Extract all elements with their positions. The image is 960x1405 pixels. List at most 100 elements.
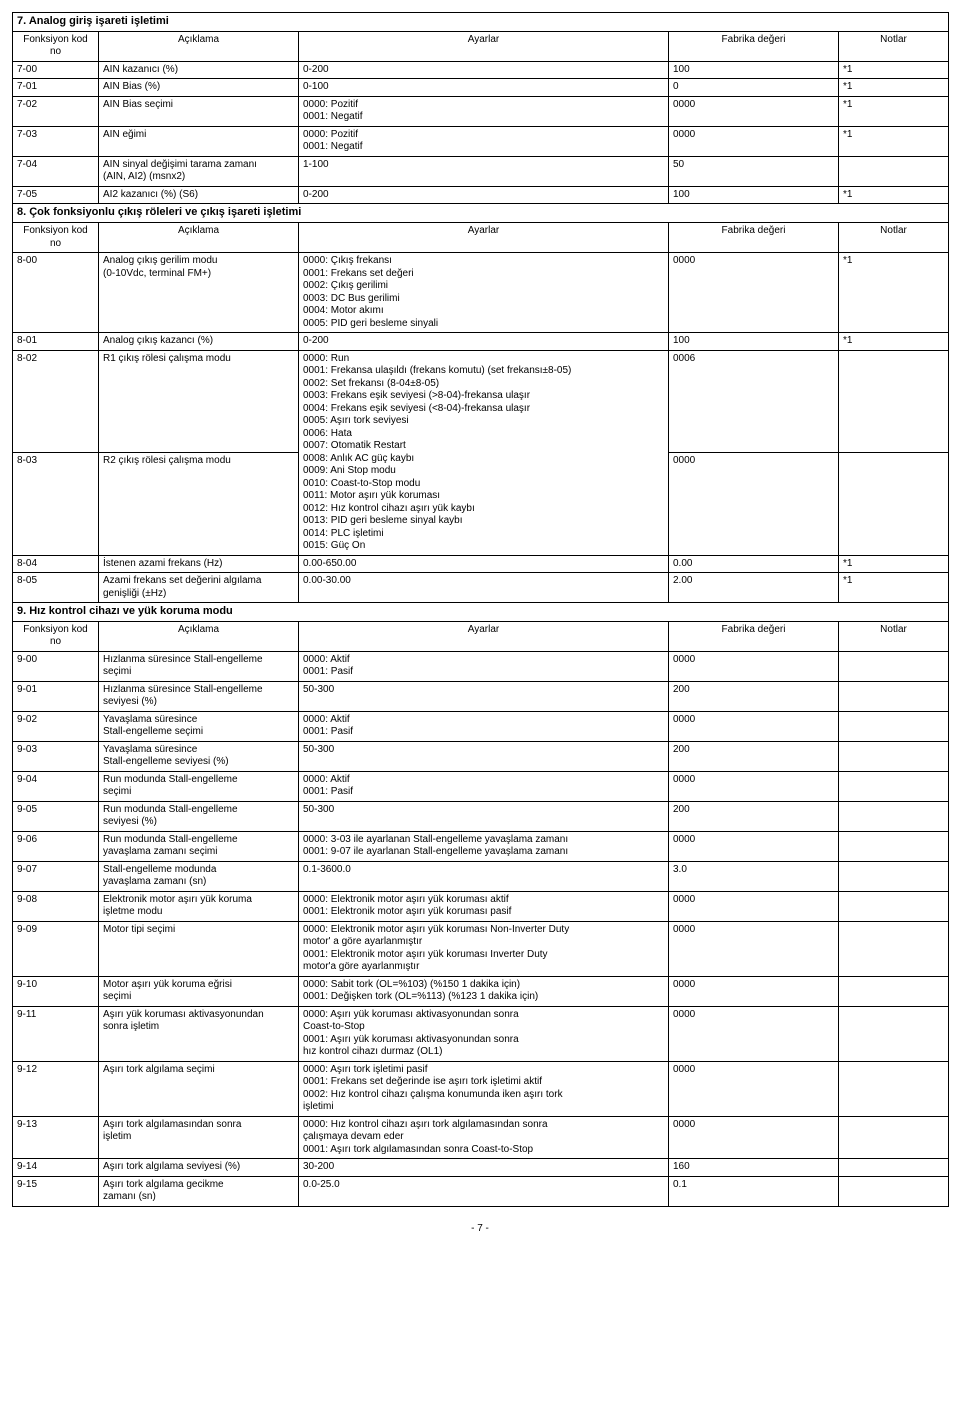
settings-cell: 0.0-25.0 <box>299 1176 669 1206</box>
default-cell: 0 <box>669 79 839 97</box>
desc-cell: R2 çıkış rölesi çalışma modu <box>99 453 299 556</box>
default-cell: 160 <box>669 1159 839 1177</box>
parameter-table: 7. Analog giriş işareti işletimi Fonksiyo… <box>12 12 949 1207</box>
default-cell: 100 <box>669 61 839 79</box>
desc-cell: Run modunda Stall-engelleme seçimi <box>99 771 299 801</box>
code-cell: 7-05 <box>13 186 99 204</box>
settings-cell: 1-100 <box>299 156 669 186</box>
default-cell: 0000 <box>669 96 839 126</box>
settings-cell: 0-200 <box>299 61 669 79</box>
settings-cell: 0000: Aktif 0001: Pasif <box>299 771 669 801</box>
column-header: Notlar <box>839 223 949 253</box>
column-header: Fabrika değeri <box>669 621 839 651</box>
desc-cell: AIN eğimi <box>99 126 299 156</box>
desc-cell: AIN Bias seçimi <box>99 96 299 126</box>
settings-cell: 0000: Aşırı yük koruması aktivasyonundan… <box>299 1006 669 1061</box>
code-cell: 9-02 <box>13 711 99 741</box>
settings-cell: 0.00-650.00 <box>299 555 669 573</box>
settings-cell: 30-200 <box>299 1159 669 1177</box>
desc-cell: Hızlanma süresince Stall-engelleme seviy… <box>99 681 299 711</box>
section-title: 7. Analog giriş işareti işletimi <box>13 13 949 32</box>
settings-cell: 50-300 <box>299 801 669 831</box>
notes-cell <box>839 861 949 891</box>
default-cell: 0.00 <box>669 555 839 573</box>
settings-cell: 0000: Çıkış frekansı 0001: Frekans set d… <box>299 253 669 333</box>
default-cell: 0000 <box>669 126 839 156</box>
settings-cell: 0-200 <box>299 186 669 204</box>
code-cell: 9-03 <box>13 741 99 771</box>
notes-cell: *1 <box>839 333 949 351</box>
settings-cell: 0000: Elektronik motor aşırı yük korumas… <box>299 891 669 921</box>
code-cell: 9-06 <box>13 831 99 861</box>
desc-cell: Motor tipi seçimi <box>99 921 299 976</box>
settings-cell: 0000: 3-03 ile ayarlanan Stall-engelleme… <box>299 831 669 861</box>
default-cell: 0000 <box>669 1061 839 1116</box>
desc-cell: Hızlanma süresince Stall-engelleme seçim… <box>99 651 299 681</box>
desc-cell: Azami frekans set değerini algılama geni… <box>99 573 299 603</box>
notes-cell: *1 <box>839 61 949 79</box>
settings-cell: 0000: Aşırı tork işletimi pasif 0001: Fr… <box>299 1061 669 1116</box>
desc-cell: Yavaşlama süresince Stall-engelleme seçi… <box>99 711 299 741</box>
column-header: Açıklama <box>99 223 299 253</box>
code-cell: 8-03 <box>13 453 99 556</box>
default-cell: 0000 <box>669 453 839 556</box>
settings-cell: 0-200 <box>299 333 669 351</box>
desc-cell: Analog çıkış gerilim modu (0-10Vdc, term… <box>99 253 299 333</box>
settings-cell: 0.00-30.00 <box>299 573 669 603</box>
desc-cell: Aşırı yük koruması aktivasyonundan sonra… <box>99 1006 299 1061</box>
notes-cell <box>839 1061 949 1116</box>
settings-cell: 0000: Hız kontrol cihazı aşırı tork algı… <box>299 1116 669 1159</box>
default-cell: 0000 <box>669 831 839 861</box>
code-cell: 9-10 <box>13 976 99 1006</box>
code-cell: 8-01 <box>13 333 99 351</box>
default-cell: 0000 <box>669 891 839 921</box>
notes-cell: *1 <box>839 555 949 573</box>
code-cell: 8-04 <box>13 555 99 573</box>
column-header: Fonksiyon kod no <box>13 223 99 253</box>
column-header: Açıklama <box>99 31 299 61</box>
code-cell: 8-00 <box>13 253 99 333</box>
notes-cell <box>839 1116 949 1159</box>
default-cell: 100 <box>669 186 839 204</box>
code-cell: 9-01 <box>13 681 99 711</box>
column-header: Fabrika değeri <box>669 31 839 61</box>
code-cell: 9-13 <box>13 1116 99 1159</box>
notes-cell <box>839 156 949 186</box>
default-cell: 0.1 <box>669 1176 839 1206</box>
default-cell: 200 <box>669 741 839 771</box>
settings-cell: 0000: Aktif 0001: Pasif <box>299 651 669 681</box>
code-cell: 9-08 <box>13 891 99 921</box>
default-cell: 0000 <box>669 711 839 741</box>
settings-cell: 0000: Run 0001: Frekansa ulaşıldı (freka… <box>299 350 669 555</box>
column-header: Ayarlar <box>299 223 669 253</box>
default-cell: 0000 <box>669 651 839 681</box>
notes-cell: *1 <box>839 79 949 97</box>
settings-cell: 0-100 <box>299 79 669 97</box>
settings-cell: 0.1-3600.0 <box>299 861 669 891</box>
desc-cell: AIN kazanıcı (%) <box>99 61 299 79</box>
settings-cell: 0000: Aktif 0001: Pasif <box>299 711 669 741</box>
desc-cell: Aşırı tork algılama gecikme zamanı (sn) <box>99 1176 299 1206</box>
column-header: Ayarlar <box>299 621 669 651</box>
column-header: Fabrika değeri <box>669 223 839 253</box>
notes-cell <box>839 1176 949 1206</box>
code-cell: 7-01 <box>13 79 99 97</box>
default-cell: 0000 <box>669 1006 839 1061</box>
settings-cell: 0000: Sabit tork (OL=%103) (%150 1 dakik… <box>299 976 669 1006</box>
default-cell: 0000 <box>669 771 839 801</box>
notes-cell <box>839 350 949 453</box>
notes-cell <box>839 711 949 741</box>
code-cell: 9-15 <box>13 1176 99 1206</box>
notes-cell <box>839 681 949 711</box>
page-number: - 7 - <box>12 1223 948 1234</box>
notes-cell <box>839 976 949 1006</box>
notes-cell: *1 <box>839 573 949 603</box>
notes-cell <box>839 921 949 976</box>
code-cell: 9-14 <box>13 1159 99 1177</box>
default-cell: 0006 <box>669 350 839 453</box>
code-cell: 9-11 <box>13 1006 99 1061</box>
desc-cell: Aşırı tork algılamasından sonra işletim <box>99 1116 299 1159</box>
section-title: 8. Çok fonksiyonlu çıkış röleleri ve çık… <box>13 204 949 223</box>
code-cell: 7-04 <box>13 156 99 186</box>
desc-cell: AIN Bias (%) <box>99 79 299 97</box>
